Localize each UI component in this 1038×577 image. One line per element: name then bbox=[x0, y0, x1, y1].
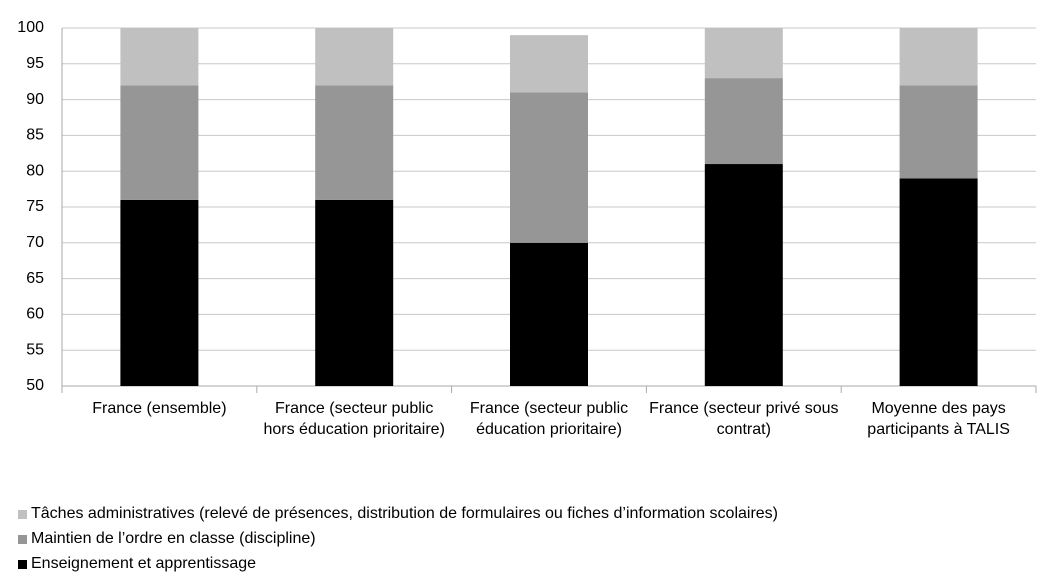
y-tick-label: 65 bbox=[26, 270, 44, 287]
legend-swatch bbox=[18, 559, 27, 569]
legend-label: Maintien de l’ordre en classe (disciplin… bbox=[31, 530, 316, 547]
legend-label: Tâches administratives (relevé de présen… bbox=[31, 505, 778, 522]
y-tick-label: 95 bbox=[26, 55, 44, 72]
bar-segment bbox=[899, 28, 978, 86]
bar-segment bbox=[899, 178, 978, 386]
y-tick-label: 90 bbox=[26, 91, 44, 108]
y-tick-label: 70 bbox=[26, 234, 44, 251]
y-tick-label: 80 bbox=[26, 162, 44, 179]
bar-segment bbox=[704, 164, 783, 386]
bar-segment bbox=[120, 85, 199, 200]
x-tick-label: France (secteur public éducation priorit… bbox=[469, 400, 629, 438]
bar-segment bbox=[510, 35, 588, 93]
legend-swatch bbox=[18, 534, 27, 544]
legend-entry: Enseignement et apprentissage bbox=[18, 555, 256, 573]
bar-segment bbox=[315, 85, 394, 200]
x-tick-label: France (secteur privé sous contrat) bbox=[649, 400, 839, 438]
bar-segment bbox=[704, 78, 783, 165]
x-tick-label: Moyenne des pays participants à TALIS bbox=[867, 400, 1010, 438]
bar-segment bbox=[704, 28, 783, 79]
legend-label: Enseignement et apprentissage bbox=[31, 555, 257, 572]
y-tick-label: 75 bbox=[26, 198, 44, 215]
bar-segment bbox=[120, 28, 199, 86]
y-tick-label: 50 bbox=[26, 377, 44, 394]
bar-segment bbox=[315, 199, 394, 386]
bar-segment bbox=[315, 28, 394, 86]
x-tick-label: France (ensemble) bbox=[92, 400, 227, 417]
bar-segment bbox=[510, 92, 588, 243]
y-tick-label: 55 bbox=[26, 341, 44, 358]
bar-segment bbox=[510, 242, 588, 386]
bar-segment bbox=[120, 199, 199, 386]
y-tick-label: 100 bbox=[17, 19, 44, 36]
legend-swatch bbox=[18, 509, 27, 519]
legend-entry: Tâches administratives (relevé de présen… bbox=[18, 505, 778, 523]
y-tick-label: 60 bbox=[26, 306, 44, 323]
y-tick-label: 85 bbox=[26, 127, 44, 144]
legend-entry: Maintien de l’ordre en classe (disciplin… bbox=[18, 530, 316, 548]
bar-segment bbox=[899, 85, 978, 179]
x-tick-label: France (secteur public hors éducation pr… bbox=[263, 400, 445, 438]
